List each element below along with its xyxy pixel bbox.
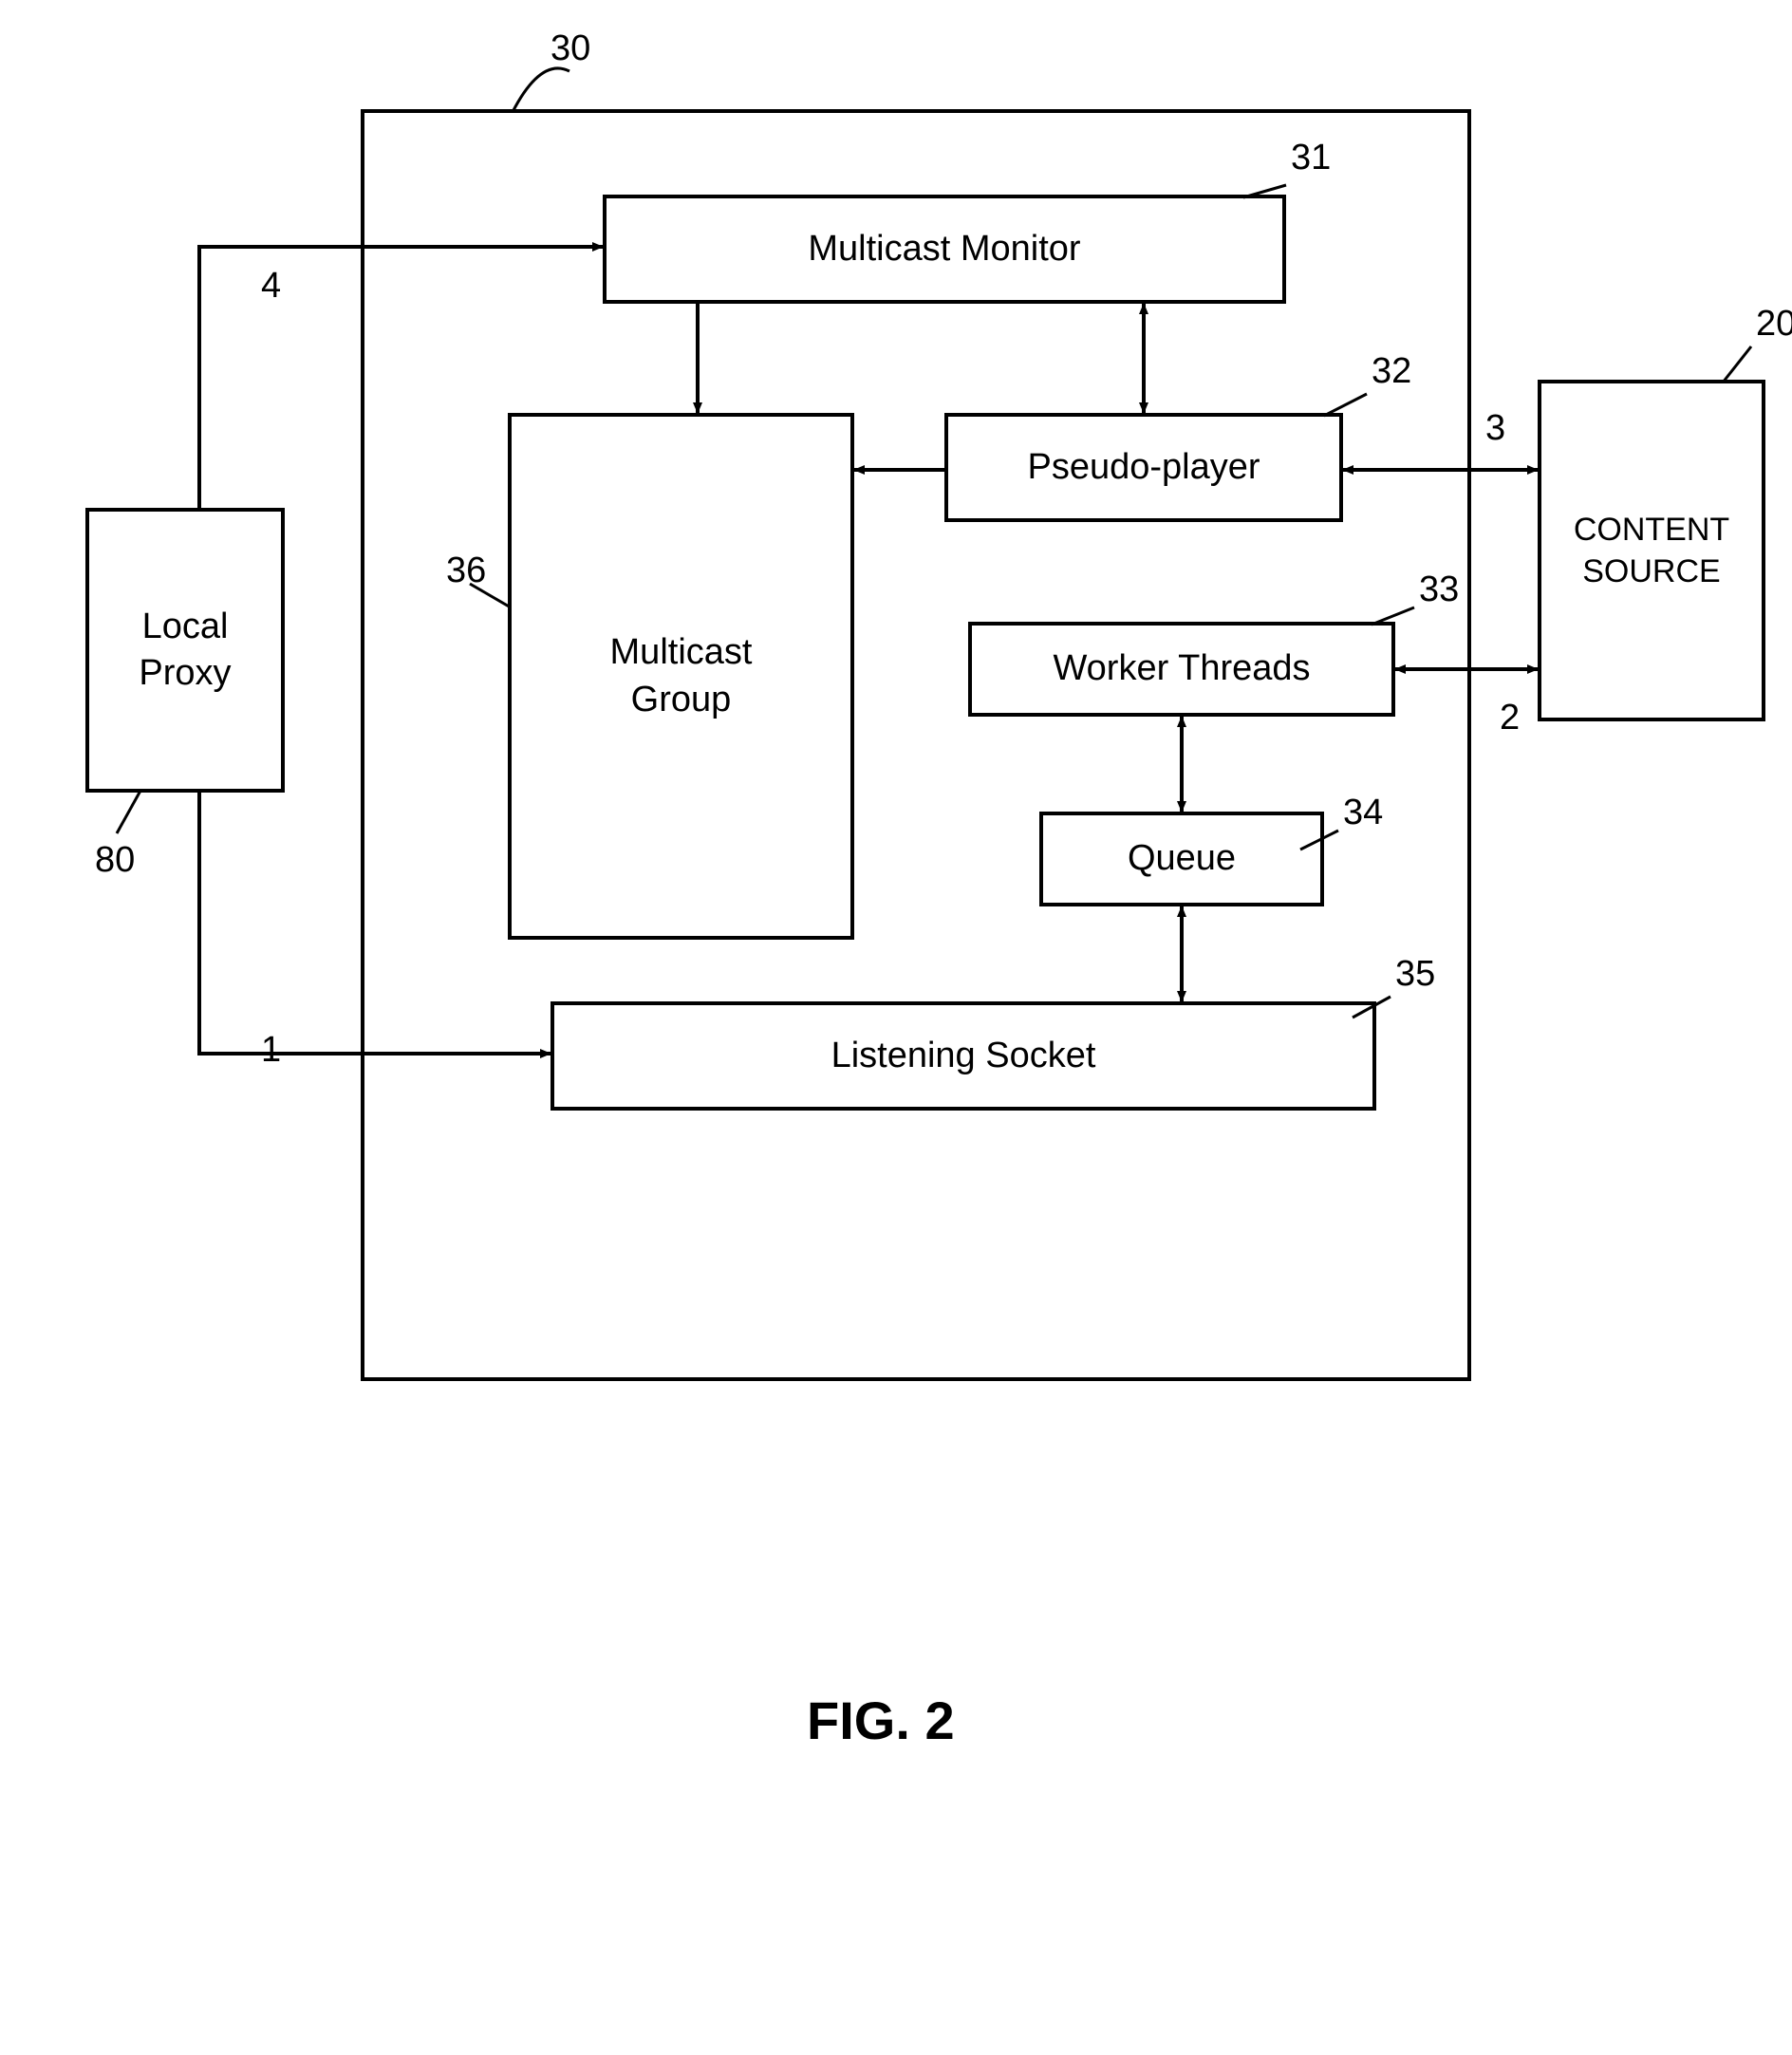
worker-threads-label: Worker Threads	[1053, 645, 1310, 692]
multicast-group-box: Multicast Group	[508, 413, 854, 940]
diagram-canvas: Local Proxy Multicast Monitor Multicast …	[0, 0, 1792, 2055]
queue-label: Queue	[1128, 835, 1236, 882]
ref-32: 32	[1372, 351, 1411, 392]
ref-30: 30	[551, 28, 590, 69]
ref-31: 31	[1291, 138, 1331, 178]
ref-80: 80	[95, 840, 135, 881]
content-source-label: CONTENT SOURCE	[1574, 509, 1729, 592]
queue-box: Queue	[1039, 812, 1324, 906]
local-proxy-label: Local Proxy	[139, 604, 231, 698]
listening-socket-label: Listening Socket	[831, 1033, 1096, 1079]
ref-20: 20	[1756, 304, 1792, 345]
listening-socket-box: Listening Socket	[551, 1001, 1376, 1111]
pseudo-player-label: Pseudo-player	[1027, 444, 1260, 491]
multicast-group-label: Multicast Group	[610, 629, 753, 723]
multicast-monitor-label: Multicast Monitor	[808, 226, 1080, 272]
content-source-box: CONTENT SOURCE	[1538, 380, 1765, 721]
local-proxy-box: Local Proxy	[85, 508, 285, 793]
multicast-monitor-box: Multicast Monitor	[603, 195, 1286, 304]
ref-36: 36	[446, 551, 486, 591]
worker-threads-box: Worker Threads	[968, 622, 1395, 717]
ref-33: 33	[1419, 570, 1459, 610]
edge-label-1: 1	[261, 1030, 281, 1071]
edge-label-4: 4	[261, 266, 281, 307]
pseudo-player-box: Pseudo-player	[944, 413, 1343, 522]
ref-35: 35	[1395, 954, 1435, 995]
edge-label-2: 2	[1500, 698, 1520, 738]
ref-34: 34	[1343, 793, 1383, 833]
figure-title: FIG. 2	[807, 1690, 955, 1751]
edge-label-3: 3	[1485, 408, 1505, 449]
